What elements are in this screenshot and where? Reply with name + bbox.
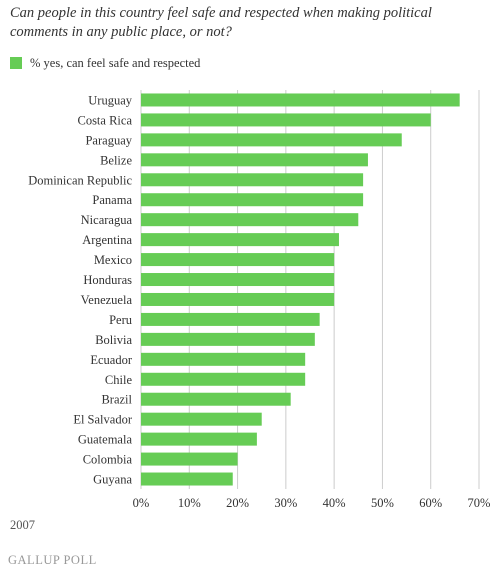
- category-label: Uruguay: [88, 93, 132, 107]
- bar: [141, 153, 368, 167]
- x-tick-label: 30%: [274, 496, 297, 510]
- bar: [141, 332, 315, 346]
- category-label: Brazil: [101, 393, 132, 407]
- bar: [141, 432, 257, 446]
- category-label: Dominican Republic: [28, 173, 132, 187]
- chart-legend: % yes, can feel safe and respected: [10, 55, 200, 71]
- bar: [141, 312, 320, 326]
- x-tick-label: 20%: [226, 496, 249, 510]
- bar: [141, 253, 335, 267]
- bar: [141, 113, 431, 127]
- x-tick-label: 70%: [468, 496, 491, 510]
- category-label: Venezuela: [81, 293, 133, 307]
- x-tick-label: 40%: [323, 496, 346, 510]
- category-label: El Salvador: [73, 413, 133, 427]
- chart-title: Can people in this country feel safe and…: [10, 5, 432, 40]
- bar: [141, 213, 359, 227]
- category-label: Peru: [109, 313, 133, 327]
- bar: [141, 173, 364, 187]
- category-label: Colombia: [83, 453, 133, 467]
- category-label: Bolivia: [95, 333, 132, 347]
- x-tick-label: 0%: [133, 496, 150, 510]
- bar: [141, 352, 306, 366]
- bar: [141, 412, 262, 426]
- category-label: Guyana: [93, 473, 132, 487]
- bar: [141, 292, 335, 306]
- category-label: Ecuador: [90, 353, 132, 367]
- bar: [141, 93, 460, 107]
- bar: [141, 392, 291, 406]
- bar: [141, 233, 339, 247]
- category-label: Paraguay: [85, 133, 132, 147]
- bar: [141, 133, 402, 147]
- category-label: Panama: [92, 193, 132, 207]
- x-tick-label: 10%: [178, 496, 201, 510]
- category-label: Honduras: [83, 273, 132, 287]
- bar: [141, 372, 306, 386]
- category-label: Chile: [105, 373, 133, 387]
- category-label: Guatemala: [78, 433, 133, 447]
- x-tick-label: 50%: [371, 496, 394, 510]
- bar: [141, 193, 364, 207]
- bar: [141, 452, 238, 466]
- category-label: Belize: [100, 153, 132, 167]
- category-label: Nicaragua: [81, 213, 133, 227]
- legend-label: % yes, can feel safe and respected: [30, 55, 201, 70]
- category-label: Costa Rica: [77, 113, 132, 127]
- gallup-poll-logo: GALLUP POLL: [8, 553, 97, 567]
- category-label: Mexico: [94, 253, 132, 267]
- legend-swatch: [10, 57, 22, 69]
- x-tick-label: 60%: [419, 496, 442, 510]
- bar: [141, 472, 233, 486]
- survey-year: 2007: [10, 518, 35, 532]
- category-label: Argentina: [82, 233, 132, 247]
- bar: [141, 273, 335, 287]
